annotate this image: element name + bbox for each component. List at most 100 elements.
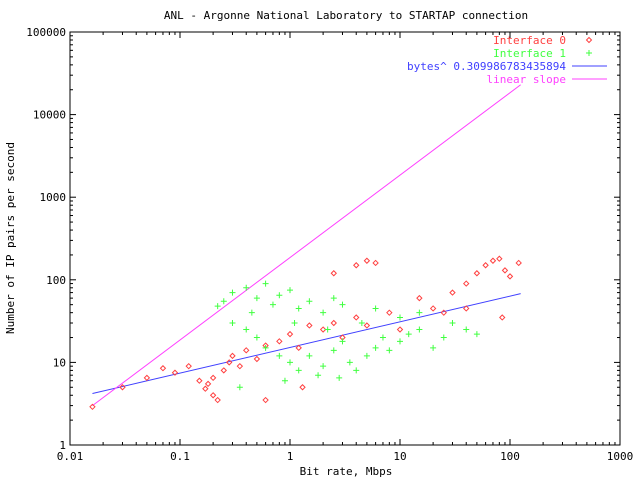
x-tick-label: 100 <box>500 450 520 463</box>
interface-0-point <box>396 326 404 333</box>
interface-1-point <box>330 295 337 302</box>
interface-1-point <box>346 359 353 366</box>
interface-1-point <box>248 309 255 316</box>
interface-0-point <box>473 270 481 277</box>
interface-0-point <box>363 257 371 264</box>
y-tick-label: 100 <box>46 274 66 287</box>
interface-1-point <box>386 347 393 354</box>
interface-0-point <box>209 392 217 399</box>
legend-marker-plus <box>586 50 592 56</box>
interface-0-point <box>159 365 167 372</box>
interface-1-point <box>220 298 227 305</box>
interface-1-point <box>276 352 283 359</box>
interface-0-point <box>319 326 327 333</box>
interface-0-point <box>330 270 337 277</box>
interface-1-point <box>416 309 423 316</box>
y-tick-label: 10000 <box>33 109 66 122</box>
interface-0-point <box>506 273 514 280</box>
interface-1-point <box>320 309 327 316</box>
interface-0-point <box>463 280 470 287</box>
interface-1-point <box>430 344 437 351</box>
interface-1-point <box>253 334 260 341</box>
interface-1-point <box>358 319 365 326</box>
interface-1-point <box>463 326 470 333</box>
interface-0-point <box>171 369 179 376</box>
fit-lines <box>92 84 521 406</box>
interface-0-point <box>306 322 313 329</box>
interface-1-point <box>295 367 302 374</box>
interface-0-point <box>185 362 192 370</box>
interface-0-point <box>220 367 227 374</box>
interface-0-point <box>429 305 437 312</box>
interface-1-point <box>291 319 298 326</box>
interface-0-point <box>489 257 497 264</box>
interface-1-point <box>397 338 403 345</box>
y-axis-label: Number of IP pairs per second <box>4 142 17 334</box>
data-points <box>89 255 522 411</box>
interface-1-point <box>295 305 302 312</box>
interface-0-point <box>440 309 447 316</box>
interface-0-point <box>204 380 212 388</box>
interface-0-point <box>119 384 126 391</box>
interface-1-point <box>229 289 236 296</box>
interface-1-point <box>269 301 276 308</box>
interface-1-point <box>449 319 456 326</box>
interface-1-point <box>287 359 293 366</box>
interface-1-point <box>281 377 288 384</box>
interface-1-point <box>287 287 293 294</box>
interface-0-point <box>243 347 250 354</box>
interface-1-point <box>372 344 379 351</box>
interface-0-point <box>449 289 456 296</box>
interface-0-point <box>143 374 151 382</box>
interface-1-point <box>306 352 313 359</box>
interface-1-point <box>243 326 250 333</box>
legend-label: Interface 1 <box>493 47 566 60</box>
interface-1-point <box>236 384 243 391</box>
interface-0-point <box>372 259 379 267</box>
interface-0-point <box>89 403 96 411</box>
legend-label: bytes^ 0.309986783435894 <box>407 60 566 73</box>
x-tick-label: 1000 <box>607 450 634 463</box>
interface-1-point <box>339 301 346 308</box>
x-tick-label: 10 <box>393 450 406 463</box>
interface-1-point <box>262 280 269 287</box>
interface-1-point <box>214 303 221 310</box>
x-tick-label: 0.01 <box>57 450 84 463</box>
interface-0-point <box>214 396 221 404</box>
x-tick-label: 0.1 <box>170 450 190 463</box>
interface-1-point <box>229 319 236 326</box>
interface-0-point <box>209 374 217 382</box>
interface-0-point <box>262 396 269 404</box>
interface-0-point <box>202 385 209 392</box>
fit-line <box>92 84 521 406</box>
interface-0-point <box>353 262 360 269</box>
interface-0-point <box>299 384 306 391</box>
interface-1-point <box>306 298 313 305</box>
interface-0-point <box>482 262 489 269</box>
legend-marker-diamond <box>585 36 593 44</box>
interface-1-point <box>276 292 283 299</box>
x-tick-label: 1 <box>287 450 294 463</box>
interface-1-point <box>324 326 331 333</box>
interface-0-point <box>225 359 233 366</box>
interface-1-point <box>372 305 379 312</box>
y-tick-label: 1000 <box>40 191 67 204</box>
legend-label: Interface 0 <box>493 34 566 47</box>
interface-1-point <box>379 334 386 341</box>
interface-0-point <box>463 305 470 312</box>
interface-1-point <box>416 326 423 333</box>
interface-0-point <box>363 322 371 329</box>
interface-0-point <box>253 355 261 363</box>
y-tick-label: 1 <box>59 439 66 452</box>
interface-0-point <box>286 330 294 338</box>
interface-0-point <box>276 338 283 345</box>
interface-0-point <box>295 344 302 352</box>
plot-frame <box>69 31 621 446</box>
legend-label: linear slope <box>487 73 566 86</box>
y-tick-label: 100000 <box>26 26 66 39</box>
fit-line <box>92 293 521 395</box>
interface-1-point <box>397 314 403 321</box>
